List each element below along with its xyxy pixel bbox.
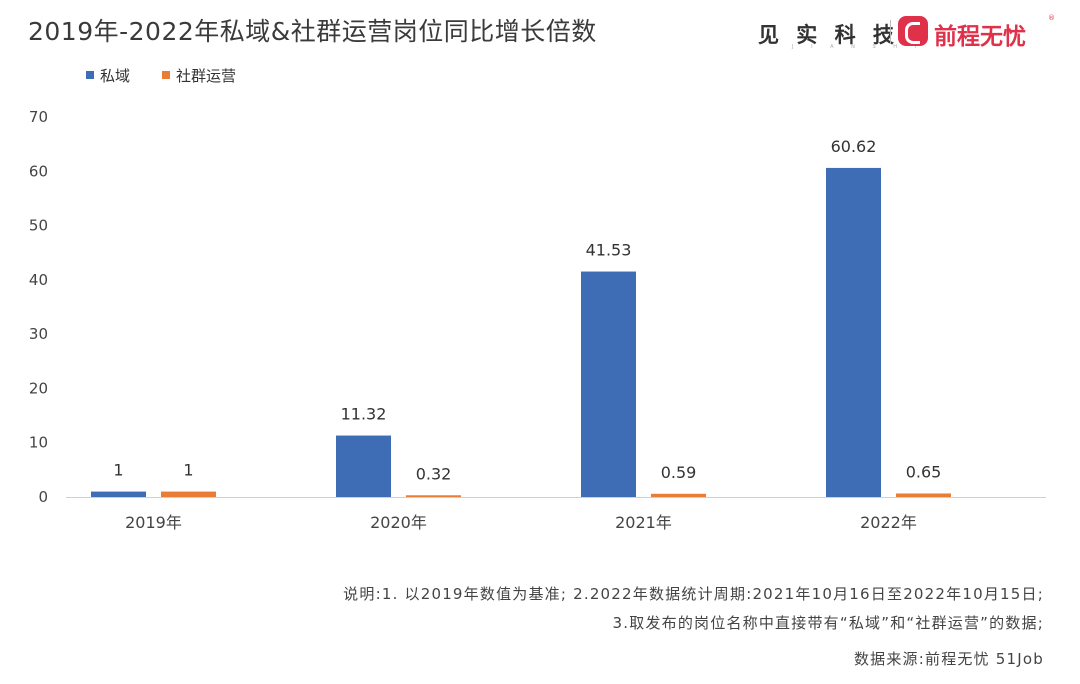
y-tick-label: 50 xyxy=(29,217,48,235)
y-tick-label: 20 xyxy=(29,379,48,397)
source-note: 数据来源:前程无忧 51Job xyxy=(853,650,1044,668)
bar-shequn xyxy=(651,493,706,497)
x-tick-label: 2021年 xyxy=(615,513,672,532)
data-label: 0.32 xyxy=(416,464,452,483)
legend-swatch-shequn xyxy=(162,71,170,79)
legend-label-siyu: 私域 xyxy=(100,67,131,85)
legend-swatch-siyu xyxy=(86,71,94,79)
bar-siyu xyxy=(91,491,146,497)
y-tick-label: 60 xyxy=(29,162,48,180)
data-label: 1 xyxy=(183,461,193,480)
note-line-2: 3.取发布的岗位名称中直接带有“私域”和“社群运营”的数据; xyxy=(612,614,1044,632)
x-tick-label: 2022年 xyxy=(860,513,917,532)
bar-siyu xyxy=(581,271,636,497)
chart-title: 2019年-2022年私域&社群运营岗位同比增长倍数 xyxy=(28,17,597,46)
y-tick-label: 10 xyxy=(29,434,48,452)
data-label: 11.32 xyxy=(341,405,387,424)
x-tick-label: 2019年 xyxy=(125,513,182,532)
x-tick-label: 2020年 xyxy=(370,513,427,532)
bar-shequn xyxy=(896,493,951,497)
y-tick-label: 30 xyxy=(29,325,48,343)
bar-chart: 0 10 20 30 40 50 60 70 1 1 2019年 11.32 0.32 2020年 41.5… xyxy=(29,108,1046,532)
brand-51job: 前程无忧 xyxy=(934,24,1026,50)
data-label: 0.65 xyxy=(906,462,942,481)
y-tick-label: 40 xyxy=(29,271,48,289)
51job-logo-icon xyxy=(898,16,928,46)
brand-jianshi-sub: J I A N S H I xyxy=(792,44,925,50)
brand-logos: 见 实 科 技 J I A N S H I 前程无忧 ® xyxy=(756,14,1056,50)
y-tick-label: 70 xyxy=(29,108,48,126)
brand-divider xyxy=(890,20,891,44)
bar-siyu xyxy=(336,435,391,497)
bar-shequn xyxy=(161,491,216,497)
bar-siyu xyxy=(826,167,881,498)
data-label: 0.59 xyxy=(661,463,697,482)
bar-shequn xyxy=(406,495,461,497)
y-tick-label: 0 xyxy=(38,488,48,506)
note-line-1: 说明:1. 以2019年数值为基准; 2.2022年数据统计周期:2021年10… xyxy=(343,585,1044,603)
registered-mark: ® xyxy=(1048,14,1055,22)
legend-label-shequn: 社群运营 xyxy=(176,67,237,85)
data-label: 41.53 xyxy=(586,241,632,260)
brand-jianshi: 见 实 科 技 xyxy=(758,23,899,47)
data-label: 60.62 xyxy=(831,137,877,156)
data-label: 1 xyxy=(113,461,123,480)
